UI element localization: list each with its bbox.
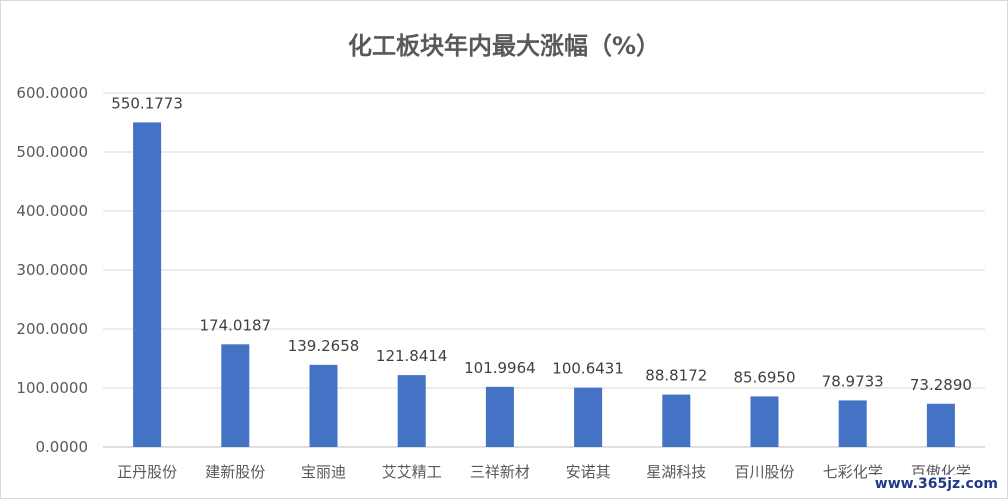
bar (397, 375, 426, 447)
data-label: 100.6431 (552, 360, 624, 378)
gridlines (103, 92, 985, 448)
x-axis-ticks: 正丹股份 建新股份 宝丽迪 艾艾精工 三祥新材 安诺其 星湖科技 百川股份 七彩化学 百傲化学 (117, 463, 971, 481)
data-label: 101.9964 (464, 359, 536, 377)
data-label: 139.2658 (288, 337, 360, 355)
bar (662, 394, 691, 447)
x-tick-label: 安诺其 (566, 463, 611, 481)
data-label: 88.8172 (645, 367, 707, 385)
bar (750, 396, 779, 447)
bar (133, 122, 162, 448)
data-label: 73.2890 (910, 376, 972, 394)
bars (133, 122, 955, 448)
y-tick-label: 500.0000 (16, 143, 88, 161)
y-tick-label: 300.0000 (16, 261, 88, 279)
data-label: 78.9733 (822, 372, 884, 390)
x-tick-label: 三祥新材 (470, 463, 530, 481)
y-tick-label: 400.0000 (16, 202, 88, 220)
x-tick-label: 正丹股份 (117, 463, 177, 481)
x-tick-label: 七彩化学 (823, 463, 883, 481)
data-label: 85.6950 (733, 368, 795, 386)
y-tick-label: 200.0000 (16, 320, 88, 338)
y-tick-label: 100.0000 (16, 379, 88, 397)
y-tick-label: 0.0000 (36, 438, 89, 456)
bar (574, 387, 603, 447)
data-label: 550.1773 (111, 94, 183, 112)
bar (485, 386, 514, 447)
bar (838, 400, 867, 447)
x-tick-label: 百川股份 (734, 463, 794, 481)
data-label: 174.0187 (200, 316, 272, 334)
data-labels: 550.1773 174.0187 139.2658 121.8414 101.9964… (111, 94, 972, 393)
chart-title: 化工板块年内最大涨幅（%） (348, 32, 660, 60)
x-tick-label: 艾艾精工 (382, 463, 442, 481)
bar (926, 403, 955, 447)
bar (221, 344, 250, 447)
x-tick-label: 建新股份 (205, 463, 265, 481)
x-tick-label: 宝丽迪 (301, 463, 346, 481)
x-tick-label: 星湖科技 (646, 463, 706, 481)
y-axis-ticks: 0.0000 100.0000 200.0000 300.0000 400.0000 50… (16, 84, 88, 456)
bar (309, 364, 338, 447)
watermark: www.365jz.com (870, 475, 1002, 493)
y-tick-label: 600.0000 (16, 84, 88, 102)
data-label: 121.8414 (376, 347, 448, 365)
